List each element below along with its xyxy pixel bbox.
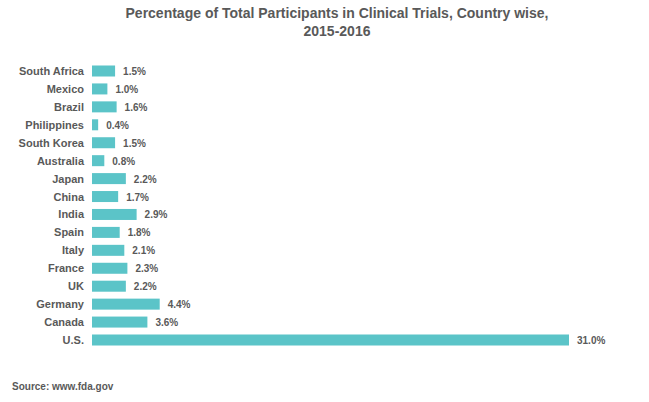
title-line: 2015-2016 <box>304 23 371 39</box>
bar <box>92 137 115 148</box>
bar <box>92 263 127 274</box>
data-label: 2.9% <box>145 209 168 220</box>
bar <box>92 155 104 166</box>
category-label: Australia <box>37 155 85 167</box>
bar <box>92 335 569 346</box>
bar <box>92 191 118 202</box>
data-label: 1.5% <box>123 66 146 77</box>
data-label: 3.6% <box>155 317 178 328</box>
bar <box>92 281 126 292</box>
title: Percentage of Total Participants in Clin… <box>126 5 549 39</box>
data-label: 0.4% <box>106 120 129 131</box>
data-label: 1.6% <box>125 102 148 113</box>
data-label: 0.8% <box>112 156 135 167</box>
data-label: 31.0% <box>577 335 605 346</box>
category-label: Canada <box>44 316 85 328</box>
category-label: Japan <box>52 173 84 185</box>
bars <box>92 66 569 346</box>
chart: Percentage of Total Participants in Clin… <box>0 0 649 402</box>
bar <box>92 299 160 310</box>
bar <box>92 83 107 94</box>
category-label: India <box>58 208 85 220</box>
data-label: 1.5% <box>123 138 146 149</box>
category-label: South Korea <box>19 137 85 149</box>
labels: South Africa 1.5% Mexico 1.0% Brazil 1.6% Phil… <box>19 65 606 346</box>
bar <box>92 66 115 77</box>
title-line: Percentage of Total Participants in Clin… <box>126 5 549 21</box>
data-label: 1.8% <box>128 227 151 238</box>
data-label: 1.0% <box>115 84 138 95</box>
data-label: 2.3% <box>135 263 158 274</box>
bar <box>92 209 137 220</box>
category-label: U.S. <box>63 334 84 346</box>
category-label: South Africa <box>19 65 85 77</box>
data-label: 2.2% <box>134 174 157 185</box>
data-label: 2.2% <box>134 281 157 292</box>
category-label: UK <box>68 280 84 292</box>
category-label: Spain <box>54 226 84 238</box>
category-label: France <box>48 262 84 274</box>
category-label: Italy <box>62 244 85 256</box>
category-label: China <box>53 191 84 203</box>
data-label: 4.4% <box>168 299 191 310</box>
bar <box>92 119 98 130</box>
category-label: Brazil <box>54 101 84 113</box>
bar <box>92 317 147 328</box>
page: {"chart_data": { "type": "bar", "orienta… <box>0 0 649 402</box>
source-note: Source: www.fda.gov <box>12 381 114 392</box>
bar <box>92 101 117 112</box>
data-label: 1.7% <box>126 192 149 203</box>
data-label: 2.1% <box>132 245 155 256</box>
category-label: Germany <box>36 298 85 310</box>
bar <box>92 245 124 256</box>
category-label: Mexico <box>47 83 85 95</box>
bar <box>92 227 120 238</box>
bar <box>92 173 126 184</box>
category-label: Philippines <box>25 119 84 131</box>
